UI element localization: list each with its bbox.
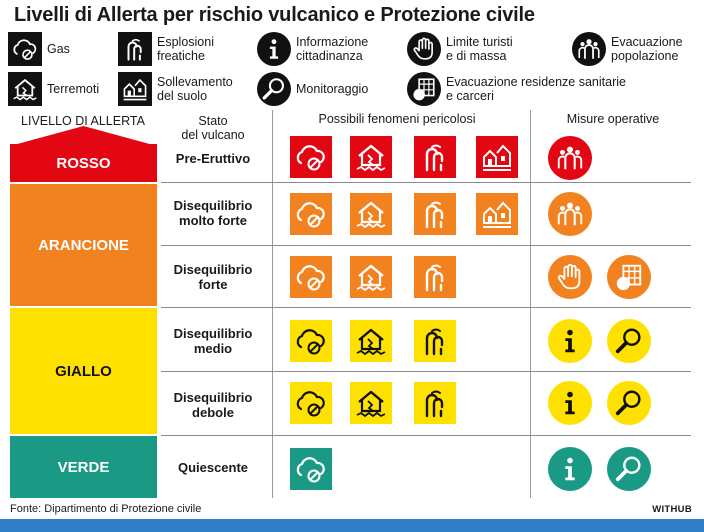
gas-cloud-icon [290, 256, 332, 298]
stato-molto-forte: Disequilibrio molto forte [173, 198, 253, 228]
brand-logo: WITHUB [652, 504, 692, 515]
hospital-building-icon [407, 72, 441, 106]
row-separator [161, 307, 691, 308]
magnifier-icon [607, 447, 651, 491]
info-icon [548, 447, 592, 491]
earthquake-house-icon [350, 382, 392, 424]
legend-esplosioni: Esplosioni freatiche [118, 32, 214, 66]
legend-label: Terremoti [47, 82, 100, 96]
earthquake-house-icon [8, 72, 42, 106]
source-credit: Fonte: Dipartimento di Protezione civile [10, 503, 202, 515]
magnifier-icon [607, 319, 651, 363]
legend-label: Evacuazione residenze sanitarie e carcer… [446, 75, 626, 103]
legend-informazione: Informazione cittadinanza [257, 32, 368, 66]
header-livello: LIVELLO DI ALLERTA [21, 114, 145, 128]
phreatic-explosion-icon [414, 136, 456, 178]
gas-cloud-icon [290, 320, 332, 362]
level-giallo: GIALLO [10, 308, 157, 434]
gas-cloud-icon [290, 136, 332, 178]
stato-forte: Disequilibrio forte [173, 262, 253, 292]
bottom-bar [0, 519, 704, 532]
info-icon [548, 381, 592, 425]
legend-label: Informazione cittadinanza [296, 35, 369, 63]
legend-sollevamento: Sollevamento del suolo [118, 72, 233, 106]
earthquake-house-icon [350, 256, 392, 298]
ground-uplift-icon [118, 72, 152, 106]
row-separator [161, 245, 691, 246]
legend-terremoti: Terremoti [8, 72, 99, 106]
stato-pre-eruttivo: Pre-Eruttivo [175, 151, 251, 166]
phreatic-explosion-icon [414, 193, 456, 235]
stato-quiescente: Quiescente [177, 460, 249, 475]
earthquake-house-icon [350, 320, 392, 362]
phreatic-explosion-icon [414, 320, 456, 362]
level-rosso-roof [10, 126, 157, 146]
legend-gas: Gas [8, 32, 70, 66]
legend-label: Limite turisti e di massa [446, 35, 513, 63]
gas-cloud-icon [8, 32, 42, 66]
row-separator [161, 435, 691, 436]
header-stato: Stato del vulcano [181, 114, 245, 142]
earthquake-house-icon [350, 193, 392, 235]
info-icon [257, 32, 291, 66]
column-divider [272, 110, 273, 498]
gas-cloud-icon [290, 193, 332, 235]
level-arancione: ARANCIONE [10, 184, 157, 306]
magnifier-icon [257, 72, 291, 106]
earthquake-house-icon [350, 136, 392, 178]
legend-evacuazione-popolazione: Evacuazione popolazione [572, 32, 683, 66]
gas-cloud-icon [290, 448, 332, 490]
level-verde: VERDE [10, 436, 157, 498]
phreatic-explosion-icon [414, 256, 456, 298]
stato-medio: Disequilibrio medio [173, 326, 253, 356]
legend-label: Sollevamento del suolo [157, 75, 233, 103]
stato-debole: Disequilibrio debole [173, 390, 253, 420]
info-icon [548, 319, 592, 363]
header-fenomeni: Possibili fenomeni pericolosi [318, 112, 476, 126]
row-separator [161, 182, 691, 183]
column-divider [530, 110, 531, 498]
hospital-building-icon [607, 255, 651, 299]
ground-uplift-icon [476, 193, 518, 235]
stop-hand-icon [407, 32, 441, 66]
legend-monitoraggio: Monitoraggio [257, 72, 368, 106]
legend-limite: Limite turisti e di massa [407, 32, 513, 66]
magnifier-icon [607, 381, 651, 425]
phreatic-explosion-icon [118, 32, 152, 66]
legend-evacuazione-sanitarie: Evacuazione residenze sanitarie e carcer… [407, 72, 626, 106]
page-title: Livelli di Allerta per rischio vulcanico… [14, 4, 535, 26]
stop-hand-icon [548, 255, 592, 299]
level-rosso: ROSSO [10, 144, 157, 182]
people-group-icon [548, 136, 592, 180]
legend-label: Gas [47, 42, 70, 56]
ground-uplift-icon [476, 136, 518, 178]
gas-cloud-icon [290, 382, 332, 424]
people-group-icon [572, 32, 606, 66]
legend-label: Monitoraggio [296, 82, 369, 96]
header-misure: Misure operative [566, 112, 660, 126]
legend-label: Evacuazione popolazione [611, 35, 683, 63]
legend-label: Esplosioni freatiche [157, 35, 214, 63]
row-separator [161, 371, 691, 372]
people-group-icon [548, 192, 592, 236]
phreatic-explosion-icon [414, 382, 456, 424]
